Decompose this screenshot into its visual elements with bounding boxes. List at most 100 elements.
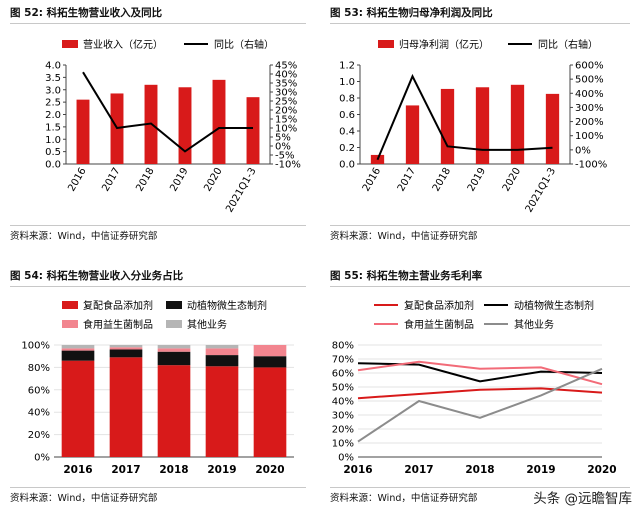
bar-segment <box>61 350 95 361</box>
y-tick-label: 1.0 <box>45 135 61 146</box>
x-tick-label: 2016 <box>361 166 383 194</box>
x-tick-label: 2020 <box>202 166 224 194</box>
x-tick-label: 2021Q1-3 <box>524 166 558 215</box>
legend-label: 营业收入（亿元） <box>83 38 163 51</box>
y-tick-label: 0.8 <box>339 94 355 105</box>
y-tick-label: 0% <box>338 453 354 464</box>
bar-segment <box>253 345 287 357</box>
bar-segment <box>157 348 191 352</box>
legend-label: 同比（右轴） <box>214 38 274 51</box>
x-tick-label: 2017 <box>111 464 140 476</box>
chart-panel-revenue-mix: 图 54: 科拓生物营业收入分业务占比 复配食品添加剂 动植物微生态制剂 食用益生菌… <box>10 267 306 507</box>
chart-panel-gross-margin: 图 55: 科拓生物主营业务毛利率 复配食品添加剂 动植物微生态制剂 食用益生菌制品… <box>330 267 630 507</box>
legend-label: 动植物微生态制剂 <box>187 299 267 312</box>
y-tick-label: 80% <box>332 341 354 352</box>
y-tick-label: 0.6 <box>339 110 355 121</box>
x-tick-label: 2018 <box>134 166 156 194</box>
y2-tick-label: 35% <box>275 79 297 90</box>
bar-segment <box>205 355 239 367</box>
y-tick-label: 0.4 <box>339 127 355 138</box>
y-tick-label: 0.5 <box>45 147 61 158</box>
x-tick-label: 2020 <box>255 464 284 476</box>
y-tick-label: 10% <box>332 439 354 450</box>
x-tick-label: 2017 <box>100 166 122 194</box>
y-tick-label: 1.0 <box>339 77 355 88</box>
bar-segment <box>109 349 143 358</box>
legend-swatch <box>62 320 78 328</box>
y-tick-label: 60% <box>332 369 354 380</box>
bar-segment <box>205 345 239 349</box>
y2-tick-label: 0% <box>575 145 591 156</box>
bar <box>545 93 560 164</box>
series-line <box>376 73 553 161</box>
x-tick-label: 2018 <box>159 464 188 476</box>
y2-tick-label: 400% <box>575 89 604 100</box>
bar-segment <box>61 348 95 351</box>
x-tick-label: 2017 <box>396 166 418 194</box>
y2-tick-label: 20% <box>275 106 297 117</box>
legend-label: 归母净利润（亿元） <box>399 38 489 51</box>
x-tick-label: 2020 <box>587 464 616 476</box>
legend-label: 食用益生菌制品 <box>83 318 153 331</box>
chart-source: 资料来源：Wind，中信证券研究部 <box>10 493 158 504</box>
y2-tick-label: 30% <box>275 88 297 99</box>
y2-tick-label: -5% <box>275 151 294 162</box>
x-tick-label: 2018 <box>465 464 494 476</box>
bar <box>475 87 490 164</box>
y-tick-label: 20% <box>332 425 354 436</box>
legend-swatch <box>378 40 394 48</box>
chart-net-profit-svg: 归母净利润（亿元） 同比（右轴） 0.0 0.2 0.4 0.6 0.8 1.0 1.2 -100… <box>339 38 607 215</box>
x-tick-label: 2021Q1-3 <box>224 166 258 215</box>
chart-source: 资料来源：Wind，中信证券研究部 <box>10 231 158 242</box>
y-tick-label: 0.2 <box>339 143 355 154</box>
chart-source: 资料来源：Wind，中信证券研究部 <box>330 231 478 242</box>
x-tick-label: 2020 <box>501 166 523 194</box>
y2-tick-label: 300% <box>575 103 604 114</box>
bar <box>246 97 260 164</box>
chart-title: 图 55: 科拓生物主营业务毛利率 <box>330 267 630 287</box>
y-tick-label: 60% <box>28 385 50 396</box>
y-tick-label: 0.0 <box>45 160 61 171</box>
y2-tick-label: 5% <box>275 133 291 144</box>
bar <box>178 87 192 164</box>
y-tick-label: 30% <box>332 411 354 422</box>
x-tick-label: 2019 <box>466 166 488 194</box>
x-tick-label: 2017 <box>404 464 433 476</box>
y-tick-label: 20% <box>28 430 50 441</box>
legend-label: 其他业务 <box>187 318 227 331</box>
bar-segment <box>61 360 95 457</box>
legend-swatch <box>166 301 182 309</box>
y2-tick-label: 40% <box>275 70 297 81</box>
y-tick-label: 50% <box>332 383 354 394</box>
bar-segment <box>157 365 191 457</box>
bar-segment <box>205 366 239 457</box>
y2-tick-label: 45% <box>275 61 297 72</box>
legend-swatch <box>62 301 78 309</box>
chart-source: 资料来源：Wind，中信证券研究部 <box>330 493 478 504</box>
y-tick-label: 0% <box>34 453 50 464</box>
x-tick-label: 2016 <box>66 166 88 194</box>
y-tick-label: 3.0 <box>45 85 61 96</box>
y2-tick-label: 10% <box>275 124 297 135</box>
chart-title: 图 54: 科拓生物营业收入分业务占比 <box>10 267 306 287</box>
y-tick-label: 70% <box>332 355 354 366</box>
watermark: 头条 @远瞻智库 <box>533 491 632 507</box>
legend-swatch <box>62 40 78 48</box>
y-tick-label: 2.5 <box>45 98 61 109</box>
series-line <box>82 71 253 153</box>
x-tick-label: 2016 <box>343 464 372 476</box>
legend-label: 其他业务 <box>514 318 554 331</box>
bar <box>76 99 90 164</box>
legend-label: 食用益生菌制品 <box>404 318 474 331</box>
y2-tick-label: -10% <box>275 160 301 171</box>
y-tick-label: 80% <box>28 363 50 374</box>
chart-revenue-svg: 营业收入（亿元） 同比（右轴） 0.0 0.51.0 1.52.02.5 3.03.54.… <box>45 38 301 215</box>
bar-segment <box>205 348 239 356</box>
bar-segment <box>157 351 191 366</box>
y-tick-label: 1.2 <box>339 61 355 72</box>
y-tick-label: 3.5 <box>45 73 61 84</box>
legend-label: 同比（右轴） <box>538 38 598 51</box>
bar-segment <box>253 367 287 457</box>
